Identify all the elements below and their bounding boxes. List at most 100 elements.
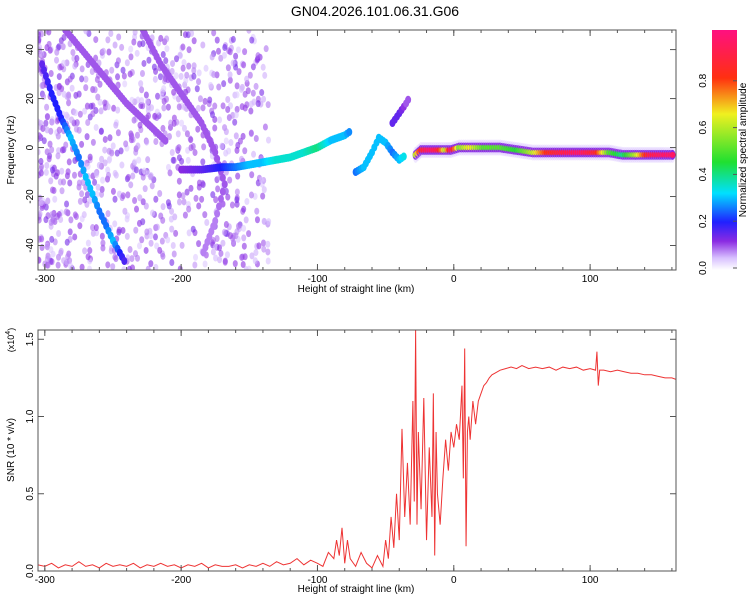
- noise-speckle: [137, 242, 143, 250]
- noise-speckle: [203, 64, 209, 72]
- noise-speckle: [130, 172, 136, 180]
- noise-speckle: [90, 138, 96, 146]
- noise-speckle: [210, 248, 216, 256]
- noise-speckle: [148, 173, 154, 181]
- noise-speckle: [212, 102, 218, 110]
- noise-speckle: [120, 226, 126, 234]
- spectrogram-plot: [38, 30, 676, 270]
- noise-speckle: [235, 222, 241, 230]
- noise-speckle: [99, 190, 105, 198]
- noise-speckle: [252, 257, 258, 265]
- noise-speckle: [112, 41, 118, 49]
- noise-speckle: [59, 187, 65, 195]
- noise-speckle: [195, 104, 201, 112]
- noise-speckle: [191, 37, 197, 45]
- noise-speckle: [200, 104, 206, 112]
- noise-speckle: [150, 209, 156, 217]
- noise-speckle: [241, 205, 247, 213]
- noise-speckle: [139, 236, 145, 244]
- x-tick-label: 0: [451, 274, 457, 285]
- noise-speckle: [48, 177, 54, 185]
- noise-speckle: [143, 246, 149, 254]
- noise-speckle: [176, 144, 182, 152]
- noise-speckle: [137, 194, 143, 202]
- snr-axes: -300 -200 -100 0 100 0.0 0.5 1.0 1.5: [25, 330, 676, 586]
- noise-speckle: [239, 103, 245, 111]
- noise-speckle: [77, 110, 83, 118]
- noise-speckle: [93, 169, 99, 177]
- noise-speckle: [213, 254, 219, 262]
- noise-speckle: [192, 261, 198, 269]
- noise-speckle: [262, 71, 268, 79]
- noise-speckle: [248, 191, 254, 199]
- noise-speckle: [143, 202, 149, 210]
- noise-speckle: [55, 152, 61, 160]
- y-tick-label: 0.0: [25, 564, 36, 578]
- noise-speckle: [72, 62, 78, 70]
- noise-speckle: [161, 97, 167, 105]
- ridge-point: [75, 153, 82, 162]
- noise-speckle: [105, 166, 111, 174]
- noise-speckle: [249, 36, 255, 44]
- noise-speckle: [247, 71, 253, 79]
- noise-speckle: [214, 234, 220, 242]
- colorbar-tick-label: 0.0: [698, 261, 709, 275]
- noise-speckle: [94, 229, 100, 237]
- noise-speckle: [54, 56, 60, 64]
- noise-speckle: [139, 86, 145, 94]
- noise-speckle: [133, 148, 139, 156]
- noise-speckle: [79, 263, 85, 270]
- noise-speckle: [173, 72, 179, 80]
- noise-speckle: [238, 85, 244, 93]
- noise-speckle: [241, 234, 247, 242]
- noise-speckle: [43, 216, 49, 224]
- y-tick-label: 40: [25, 44, 36, 56]
- noise-speckle: [168, 215, 174, 223]
- noise-speckle: [233, 232, 239, 240]
- noise-speckle: [120, 192, 126, 200]
- noise-speckle: [128, 53, 134, 61]
- noise-speckle: [111, 104, 117, 112]
- noise-speckle: [233, 132, 239, 140]
- noise-speckle: [235, 141, 241, 149]
- noise-speckle: [105, 36, 111, 44]
- noise-speckle: [197, 95, 203, 103]
- noise-speckle: [153, 67, 159, 75]
- noise-speckle: [217, 256, 223, 264]
- noise-speckle: [148, 260, 154, 268]
- noise-speckle: [61, 59, 67, 67]
- noise-speckle: [119, 43, 125, 51]
- noise-speckle: [65, 253, 71, 261]
- noise-speckle: [99, 155, 105, 163]
- noise-speckle: [153, 138, 159, 146]
- noise-speckle: [105, 103, 111, 111]
- snr-ylabel: SNR (10 * v/v): [6, 418, 17, 482]
- noise-speckle: [48, 218, 54, 226]
- noise-speckle: [200, 41, 206, 49]
- noise-speckle: [184, 188, 190, 196]
- noise-speckle: [188, 144, 194, 152]
- noise-speckle: [184, 130, 190, 138]
- noise-speckle: [235, 172, 241, 180]
- noise-speckle: [85, 118, 91, 126]
- noise-speckle: [222, 44, 228, 52]
- noise-speckle: [250, 89, 256, 97]
- noise-speckle: [49, 235, 55, 243]
- noise-speckle: [152, 75, 158, 83]
- noise-speckle: [77, 222, 83, 230]
- noise-speckle: [82, 107, 88, 115]
- snr-frame: [37, 329, 677, 572]
- noise-speckle: [230, 59, 236, 67]
- noise-speckle: [87, 153, 93, 161]
- noise-speckle: [141, 59, 147, 67]
- noise-speckle: [180, 43, 186, 51]
- noise-speckle: [254, 207, 260, 215]
- noise-speckle: [74, 54, 80, 62]
- noise-speckle: [105, 261, 111, 269]
- noise-speckle: [124, 59, 130, 67]
- noise-speckle: [181, 124, 187, 132]
- noise-speckle: [246, 265, 252, 270]
- noise-speckle: [90, 110, 96, 118]
- noise-speckle: [146, 56, 152, 64]
